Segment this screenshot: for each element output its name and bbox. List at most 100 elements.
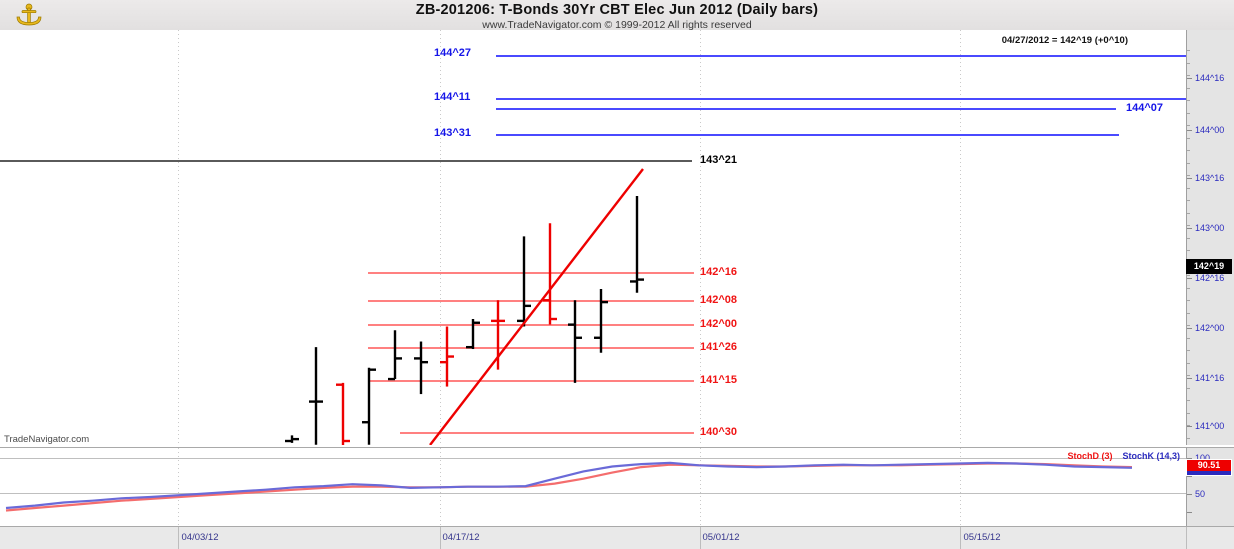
axis-tick-mark bbox=[1187, 328, 1192, 329]
date-tick-1: 04/03/12 bbox=[181, 532, 219, 543]
axis-tick-mark bbox=[1187, 228, 1192, 229]
level-label-144-27: 144^27 bbox=[434, 47, 472, 59]
gridline-vertical bbox=[960, 448, 961, 527]
axis-tick-mark-minor bbox=[1187, 375, 1190, 376]
axis-divider bbox=[700, 527, 701, 549]
indicator-legend: StochD (3) StochK (14,3) bbox=[1067, 451, 1180, 461]
axis-tick-mark-minor bbox=[1187, 412, 1190, 414]
level-line-blue bbox=[496, 134, 1119, 136]
level-label-142-00: 142^00 bbox=[700, 318, 738, 330]
level-label-144-07: 144^07 bbox=[1126, 102, 1164, 114]
axis-tick-mark-minor bbox=[1187, 200, 1190, 201]
stoch-k-legend: StochK (14,3) bbox=[1122, 451, 1180, 461]
gridline-vertical bbox=[700, 448, 701, 527]
axis-tick-mark bbox=[1187, 458, 1192, 459]
level-dash-red bbox=[685, 324, 694, 326]
axis-tick-mark-minor bbox=[1187, 275, 1190, 276]
level-dash-red bbox=[685, 272, 694, 274]
stochastic-panel[interactable]: StochD (3) StochK (14,3) bbox=[0, 447, 1187, 527]
axis-tick-mark bbox=[1187, 278, 1192, 279]
price-axis[interactable]: 144^16 144^00 143^16 143^00 142^16 142^00 141^… bbox=[1186, 30, 1234, 445]
axis-tick-mark bbox=[1187, 378, 1192, 379]
axis-tick-mark bbox=[1187, 476, 1192, 477]
axis-tick-mark-minor bbox=[1187, 387, 1190, 389]
level-line-blue bbox=[496, 55, 1186, 57]
level-label-143-31: 143^31 bbox=[434, 127, 472, 139]
price-tick-143-16: 143^16 bbox=[1195, 173, 1225, 183]
axis-tick-mark-minor bbox=[1187, 237, 1190, 239]
chart-header: ZB-201206: T-Bonds 30Yr CBT Elec Jun 201… bbox=[0, 0, 1234, 31]
stoch-k-line bbox=[5, 461, 1133, 510]
axis-tick-mark bbox=[1187, 130, 1192, 131]
gridline-vertical bbox=[178, 30, 179, 445]
level-dash-red bbox=[685, 300, 694, 302]
price-tick-142-16: 142^16 bbox=[1195, 273, 1225, 283]
axis-tick-mark-minor bbox=[1187, 325, 1190, 326]
axis-tick-mark-minor bbox=[1187, 187, 1190, 189]
axis-tick-mark-minor bbox=[1187, 362, 1190, 364]
axis-tick-mark-minor bbox=[1187, 225, 1190, 226]
level-dash-red bbox=[685, 347, 694, 349]
axis-divider bbox=[178, 527, 179, 549]
current-price-tag: 142^19 bbox=[1186, 259, 1232, 274]
level-line-red bbox=[368, 300, 686, 302]
axis-tick-mark-minor bbox=[1187, 250, 1190, 251]
axis-tick-mark-minor bbox=[1187, 400, 1190, 401]
level-dash-black bbox=[683, 160, 692, 162]
price-tick-141-16: 141^16 bbox=[1195, 373, 1225, 383]
stoch-d-legend: StochD (3) bbox=[1067, 451, 1113, 461]
axis-tick-mark-minor bbox=[1187, 162, 1190, 164]
indicator-value-text: 90.51 bbox=[1187, 460, 1231, 471]
date-tick-4: 05/15/12 bbox=[963, 532, 1001, 543]
level-line-black bbox=[0, 160, 690, 162]
axis-tick-mark-minor bbox=[1187, 425, 1190, 426]
level-label-141-15: 141^15 bbox=[700, 374, 738, 386]
axis-divider bbox=[960, 527, 961, 549]
price-tick-144-16: 144^16 bbox=[1195, 73, 1225, 83]
level-dash-red bbox=[685, 380, 694, 382]
axis-tick-mark bbox=[1187, 178, 1192, 179]
level-label-142-16: 142^16 bbox=[700, 266, 738, 278]
price-annotation: 04/27/2012 = 142^19 (+0^10) bbox=[1001, 35, 1128, 46]
price-tick-141-00: 141^00 bbox=[1195, 421, 1225, 431]
axis-tick-mark-minor bbox=[1187, 175, 1190, 176]
price-plot-area[interactable]: 04/27/2012 = 142^19 (+0^10) 144^27 144^1… bbox=[0, 30, 1187, 445]
indicator-value-underline bbox=[1187, 471, 1231, 475]
axis-tick-mark bbox=[1187, 494, 1192, 495]
axis-tick-mark-minor bbox=[1187, 112, 1190, 114]
date-axis[interactable]: 04/03/12 04/17/12 05/01/12 05/15/12 bbox=[0, 526, 1234, 549]
axis-tick-mark-minor bbox=[1187, 150, 1190, 151]
gridline-vertical bbox=[178, 448, 179, 527]
page-title: ZB-201206: T-Bonds 30Yr CBT Elec Jun 201… bbox=[415, 2, 819, 18]
level-line-blue bbox=[496, 98, 1186, 100]
date-tick-2: 04/17/12 bbox=[442, 532, 480, 543]
stochastic-curves bbox=[5, 461, 1133, 512]
axis-tick-mark-minor bbox=[1187, 87, 1190, 89]
axis-tick-mark-minor bbox=[1187, 137, 1190, 139]
watermark: TradeNavigator.com bbox=[4, 434, 90, 445]
axis-tick-mark-minor bbox=[1187, 287, 1190, 289]
anchor-icon bbox=[16, 3, 42, 26]
level-label-142-08: 142^08 bbox=[700, 294, 738, 306]
indicator-tick-50: 50 bbox=[1195, 489, 1206, 499]
date-tick-3: 05/01/12 bbox=[702, 532, 740, 543]
axis-tick-mark-minor bbox=[1187, 300, 1190, 301]
axis-tick-mark-minor bbox=[1187, 437, 1190, 439]
level-line-red bbox=[368, 272, 686, 274]
axis-tick-mark-minor bbox=[1187, 312, 1190, 314]
gridline-vertical bbox=[700, 30, 701, 445]
axis-tick-mark bbox=[1187, 512, 1192, 513]
level-label-141-26: 141^26 bbox=[700, 341, 738, 353]
axis-tick-mark-minor bbox=[1187, 125, 1190, 126]
price-tick-143-00: 143^00 bbox=[1195, 223, 1225, 233]
indicator-tick-100: 100 bbox=[1195, 453, 1211, 463]
price-tick-142-00: 142^00 bbox=[1195, 323, 1225, 333]
copyright-subtitle: www.TradeNavigator.com © 1999-2012 All r… bbox=[482, 19, 752, 31]
axis-tick-mark-minor bbox=[1187, 62, 1190, 64]
level-line-red bbox=[400, 432, 686, 434]
axis-tick-mark-minor bbox=[1187, 350, 1190, 351]
level-label-143-21: 143^21 bbox=[700, 154, 738, 166]
axis-tick-mark-minor bbox=[1187, 212, 1190, 214]
axis-divider bbox=[440, 527, 441, 549]
